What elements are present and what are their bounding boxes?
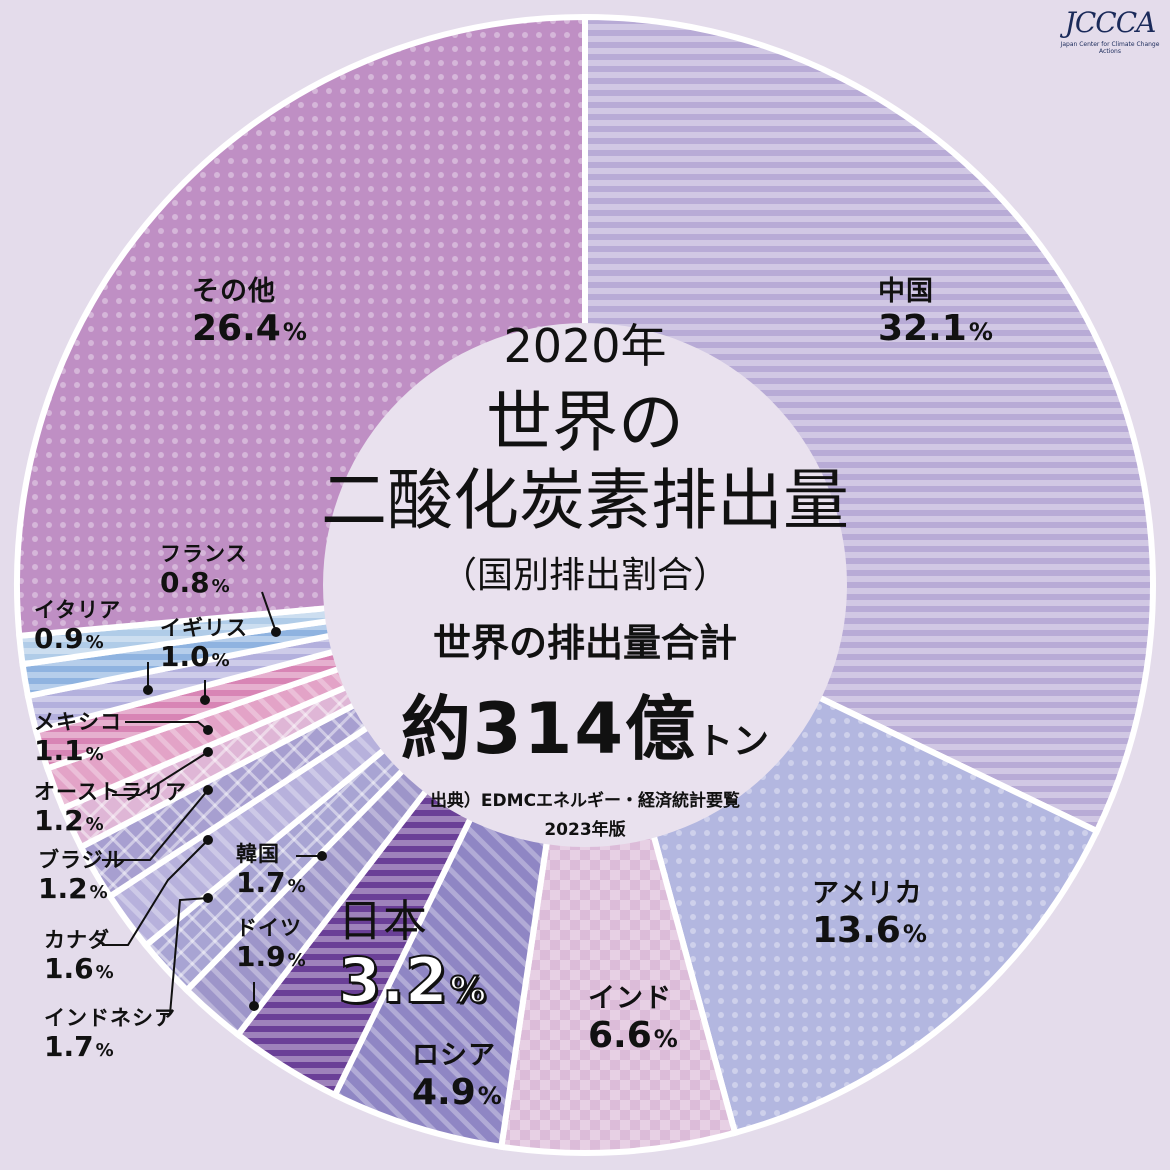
center-subtitle: （国別排出割合） (440, 555, 729, 596)
total-number: 約314億 (400, 688, 698, 770)
center-year: 2020年 (503, 319, 667, 373)
label-italy: イタリア 0.9% (34, 600, 121, 653)
label-value: 1.9% (236, 940, 306, 973)
label-name: その他 (192, 276, 276, 307)
label-uk: イギリス 1.0% (160, 618, 248, 671)
leader-france (261, 591, 277, 633)
label-value: 1.2% (38, 872, 108, 905)
leader-dot-brazil (203, 785, 213, 795)
label-name: 韓国 (236, 842, 280, 866)
label-canada: カナダ 1.6% (44, 930, 114, 983)
label-name: インド (588, 983, 672, 1014)
label-value: 1.2% (34, 804, 104, 837)
label-india: インド 6.6% (588, 985, 678, 1054)
label-name: インドネシア (44, 1006, 176, 1030)
label-indonesia: インドネシア 1.7% (44, 1008, 176, 1061)
label-name: ブラジル (38, 848, 126, 872)
label-france: フランス 0.8% (160, 544, 248, 597)
label-name: 中国 (878, 276, 934, 307)
label-value: 1.1% (34, 734, 104, 767)
center-text: 2020年 世界の 二酸化炭素排出量 （国別排出割合） 世界の排出量合計 約31… (285, 300, 885, 840)
leader-indonesia (160, 897, 209, 1015)
leader-dot-korea (317, 851, 327, 861)
leader-dot-australia (203, 747, 213, 757)
label-usa: アメリカ 13.6% (812, 880, 927, 949)
label-japan: 日本 3.2% (337, 896, 487, 1017)
center-title-line2: 二酸化炭素排出量 (321, 462, 849, 539)
leader-dot-indonesia (203, 893, 213, 903)
jccca-logo: JCCCA Japan Center for Climate Change Ac… (1060, 6, 1160, 55)
label-value: 1.0% (160, 640, 230, 673)
label-brazil: ブラジル 1.2% (38, 850, 126, 903)
label-value: 1.6% (44, 952, 114, 985)
label-value: 32.1% (878, 308, 993, 349)
label-name: メキシコ (34, 710, 122, 734)
leader-dot-canada (203, 835, 213, 845)
label-name: 日本 (338, 896, 428, 947)
label-name: カナダ (44, 928, 110, 952)
label-value: 0.9% (34, 622, 104, 655)
leader-dot-germany (249, 1001, 259, 1011)
leader-australia (112, 751, 209, 796)
total-value: 約314億トン (285, 673, 885, 774)
label-value: 1.7% (44, 1030, 114, 1063)
label-name: イギリス (160, 616, 248, 640)
label-mexico: メキシコ 1.1% (34, 712, 122, 765)
source-year: 2023年版 (544, 820, 626, 840)
total-label: 世界の排出量合計 (432, 621, 737, 665)
leader-canada (102, 839, 209, 946)
label-russia: ロシア 4.9% (412, 1042, 502, 1111)
slice-india-texture (501, 585, 736, 1153)
leader-brazil (102, 789, 209, 861)
source-note: 出典）EDMCエネルギー・経済統計要覧 (429, 791, 741, 811)
leader-dot-france (271, 627, 281, 637)
label-value: 26.4% (192, 308, 307, 349)
label-china: 中国 32.1% (878, 278, 993, 347)
leader-dot-italy (143, 685, 153, 695)
label-others: その他 26.4% (192, 278, 307, 347)
label-name: フランス (160, 542, 248, 566)
leader-dot-uk (200, 695, 210, 705)
logo-tagline: Japan Center for Climate Change Actions (1060, 41, 1160, 55)
label-value: 1.7% (236, 866, 306, 899)
label-value: 4.9% (412, 1072, 502, 1113)
label-name: ドイツ (236, 916, 302, 940)
logo-mark: JCCCA (1064, 6, 1157, 39)
label-value: 3.2% (337, 944, 487, 1017)
leader-dot-mexico (203, 725, 213, 735)
total-unit: トン (697, 721, 770, 762)
label-germany: ドイツ 1.9% (236, 918, 306, 971)
label-name: アメリカ (812, 878, 923, 909)
label-name: オーストラリア (34, 780, 187, 804)
label-korea: 韓国 1.7% (236, 844, 306, 897)
label-value: 6.6% (588, 1015, 678, 1056)
label-value: 13.6% (812, 910, 927, 951)
center-title-line1: 世界の (486, 384, 684, 461)
label-australia: オーストラリア 1.2% (34, 782, 187, 835)
label-name: ロシア (412, 1040, 496, 1071)
label-name: イタリア (34, 598, 122, 622)
label-value: 0.8% (160, 566, 230, 599)
